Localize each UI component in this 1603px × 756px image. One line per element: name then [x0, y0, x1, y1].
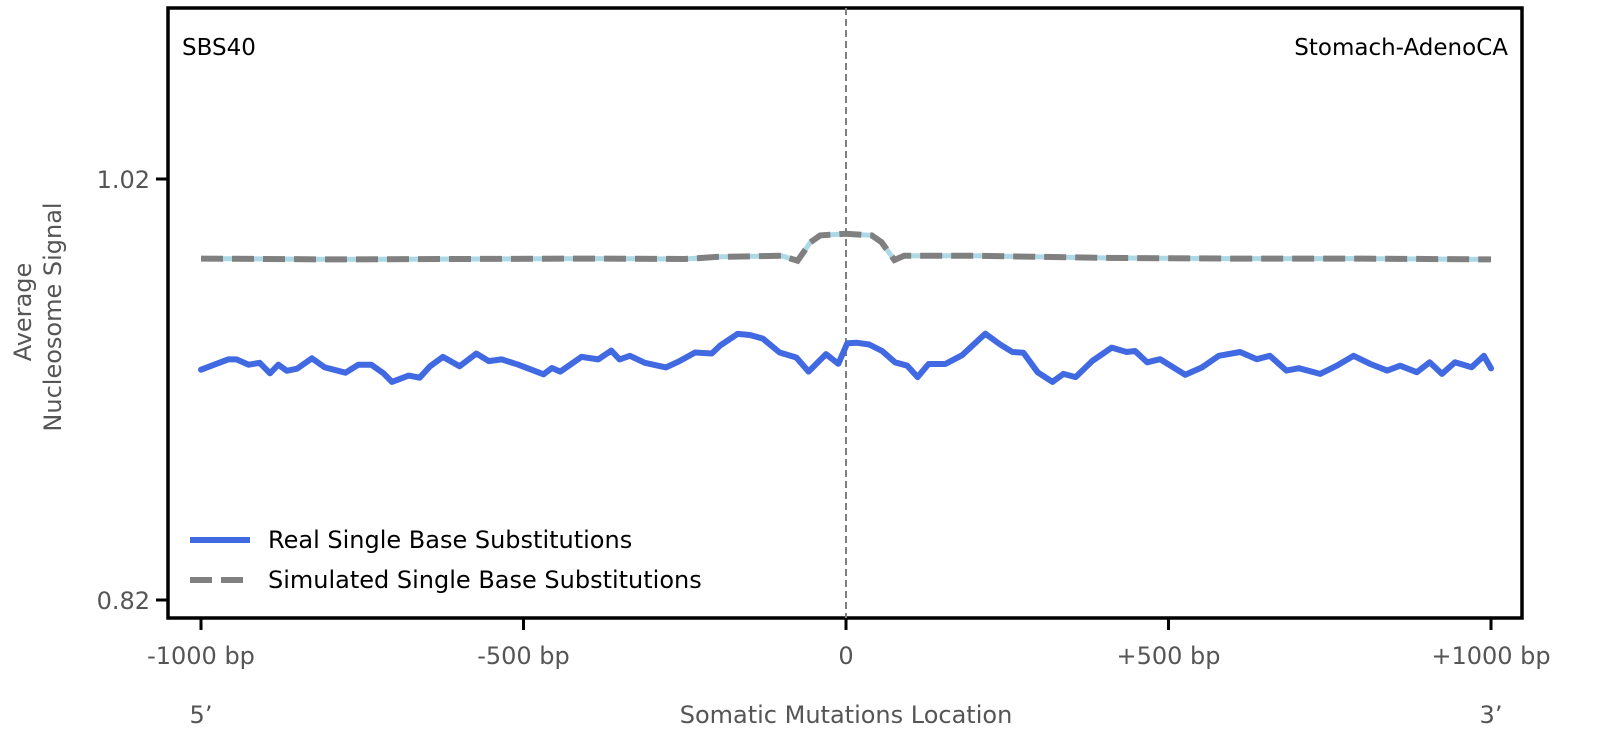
x-tick-label: 0 — [838, 642, 853, 670]
y-axis-title-line1: Average — [9, 263, 37, 362]
y-tick-label: 0.82 — [97, 587, 150, 615]
x-end-label-5prime: 5’ — [190, 701, 213, 729]
legend-label-real: Real Single Base Substitutions — [268, 526, 632, 554]
series-line-simulated — [200, 230, 1492, 265]
y-tick-label: 1.02 — [97, 166, 150, 194]
x-tick-label: -500 bp — [477, 642, 570, 670]
x-tick-label: +1000 bp — [1431, 642, 1550, 670]
x-tick-label: -1000 bp — [147, 642, 255, 670]
y-axis-title-line2: Nucleosome Signal — [39, 202, 67, 431]
x-axis-title: Somatic Mutations Location — [680, 701, 1013, 729]
axes: -1000 bp -500 bp 0 +500 bp +1000 bp 0.82 1.02 — [97, 166, 1551, 670]
title-right: Stomach-AdenoCA — [1294, 35, 1508, 61]
plot-marks — [198, 8, 1494, 618]
legend-label-simulated: Simulated Single Base Substitutions — [268, 566, 702, 594]
legend: Real Single Base Substitutions Simulated… — [190, 526, 702, 594]
title-left: SBS40 — [182, 35, 256, 61]
series-line-real — [198, 330, 1494, 385]
x-tick-label: +500 bp — [1116, 642, 1220, 670]
x-end-label-3prime: 3’ — [1480, 701, 1503, 729]
